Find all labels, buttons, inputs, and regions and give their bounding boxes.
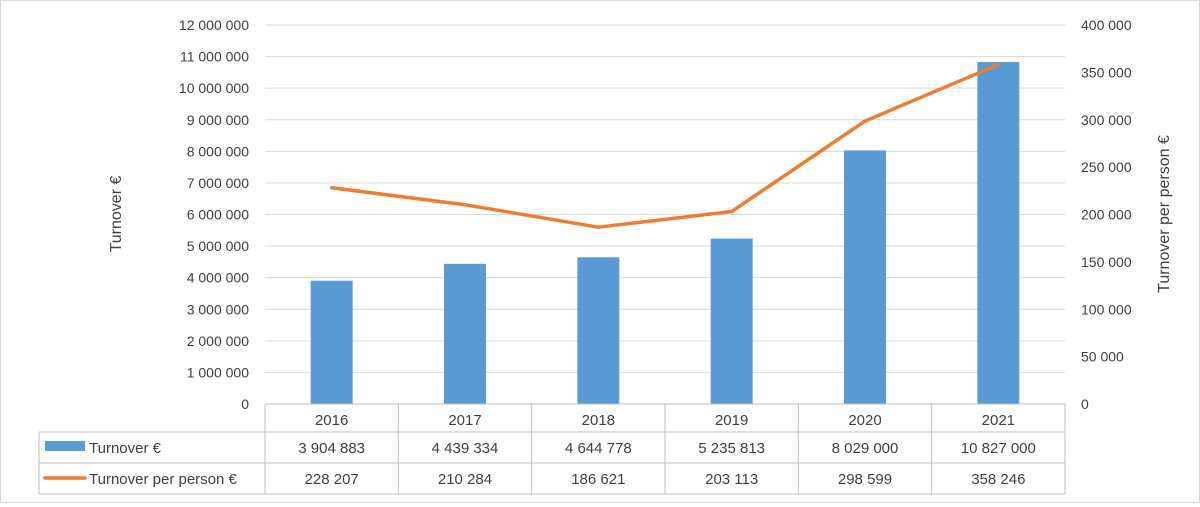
line-point [331, 187, 333, 189]
bar [977, 62, 1020, 405]
x-tick-label: 2021 [982, 412, 1015, 429]
legend-label: Turnover € [89, 440, 162, 457]
bar [577, 257, 620, 404]
y-tick-label: 8 000 000 [187, 143, 249, 159]
x-tick-label: 2020 [848, 412, 881, 429]
y-tick-label: 1 000 000 [187, 364, 249, 380]
left-axis-title: Turnover € [108, 176, 125, 253]
bar [710, 238, 753, 404]
data-label: 4 644 778 [565, 440, 632, 457]
y2-tick-label: 50 000 [1081, 349, 1124, 365]
bar [310, 280, 353, 404]
y2-tick-label: 0 [1081, 396, 1089, 412]
data-table: 2016 2017 2018 2019 2020 2021 Turnover € Turnov… [38, 403, 1066, 495]
y2-tick-label: 150 000 [1081, 254, 1132, 270]
data-label: 210 284 [438, 471, 492, 488]
x-tick-label: 2016 [315, 412, 348, 429]
bar [444, 263, 486, 404]
y-tick-label: 11 000 000 [180, 49, 249, 65]
right-axis-title: Turnover per person € [1156, 135, 1173, 293]
data-label: 5 235 813 [698, 440, 765, 457]
y-tick-label: 6 000 000 [187, 207, 249, 223]
right-axis-ticks: 0 50 000 100 000 150 000 200 000 250 000 300 0… [1081, 17, 1132, 412]
data-label: 186 621 [571, 471, 625, 488]
gridlines [265, 24, 1065, 373]
y-tick-label: 7 000 000 [187, 175, 249, 191]
y2-tick-label: 250 000 [1081, 159, 1132, 175]
line-point [731, 211, 733, 213]
line-point [864, 120, 866, 122]
bars [310, 62, 1020, 405]
y2-tick-label: 300 000 [1081, 112, 1132, 128]
y-tick-label: 5 000 000 [187, 238, 249, 254]
y2-tick-label: 200 000 [1081, 207, 1132, 223]
legend-key-bar [45, 441, 85, 451]
x-tick-label: 2019 [715, 412, 748, 429]
data-label: 8 029 000 [832, 440, 899, 457]
data-label: 228 207 [305, 471, 359, 488]
y-tick-label: 10 000 000 [179, 80, 249, 96]
line-point [464, 204, 466, 206]
left-axis-ticks: 0 1 000 000 2 000 000 3 000 000 4 000 000 5 0… [179, 17, 249, 412]
x-tick-label: 2017 [448, 412, 481, 429]
series-line [329, 62, 1001, 229]
y-tick-label: 4 000 000 [187, 270, 249, 286]
data-label: 203 113 [705, 471, 758, 488]
y-tick-label: 0 [241, 396, 249, 412]
data-label: 4 439 334 [432, 440, 499, 457]
y2-tick-label: 350 000 [1081, 64, 1132, 80]
y-tick-label: 12 000 000 [179, 17, 249, 33]
line-series [329, 62, 1001, 229]
data-label: 10 827 000 [961, 440, 1036, 457]
y-tick-label: 2 000 000 [187, 333, 249, 349]
legend-label: Turnover per person € [89, 471, 238, 488]
y2-tick-label: 400 000 [1081, 17, 1132, 33]
y2-tick-label: 100 000 [1081, 301, 1132, 317]
data-label: 3 904 883 [298, 440, 365, 457]
data-label: 358 246 [971, 471, 1025, 488]
y-tick-label: 3 000 000 [187, 301, 249, 317]
line-point [597, 226, 599, 228]
y-tick-label: 9 000 000 [187, 112, 249, 128]
bar [844, 150, 886, 404]
x-tick-label: 2018 [582, 412, 615, 429]
data-label: 298 599 [838, 471, 892, 488]
line-point [997, 64, 999, 66]
